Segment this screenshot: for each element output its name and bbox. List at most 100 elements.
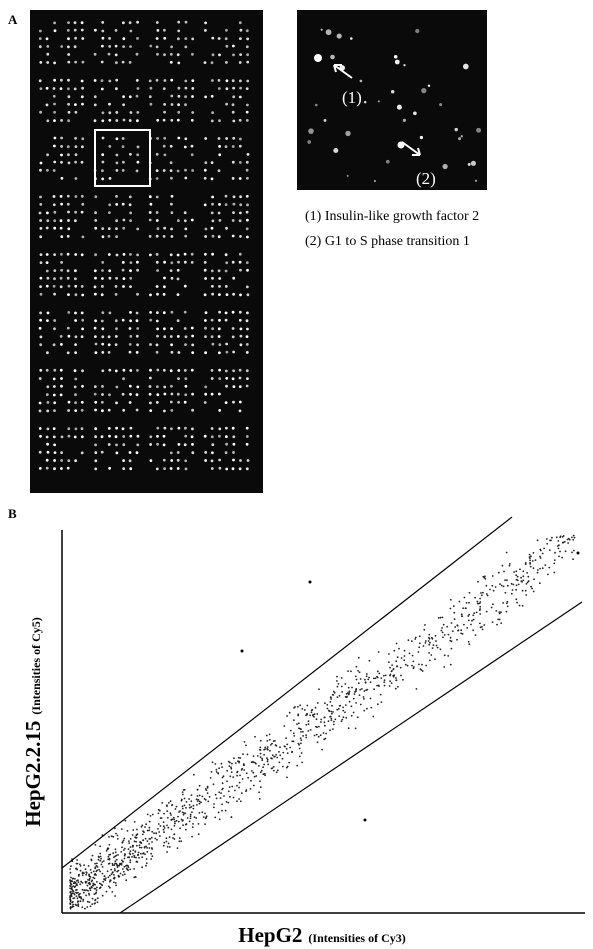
point xyxy=(215,768,218,771)
spot xyxy=(52,377,56,381)
spot xyxy=(191,111,195,114)
point xyxy=(336,675,338,678)
point xyxy=(254,735,256,738)
spot xyxy=(100,435,104,439)
spot xyxy=(238,252,242,256)
spot xyxy=(60,459,63,462)
point xyxy=(460,629,463,632)
point xyxy=(522,570,525,573)
spot xyxy=(115,203,119,206)
spot xyxy=(60,451,63,454)
spot xyxy=(108,466,111,470)
spot xyxy=(67,119,70,123)
spot xyxy=(107,427,111,430)
point xyxy=(79,869,82,872)
spot xyxy=(74,293,78,297)
point xyxy=(182,813,185,816)
point xyxy=(121,846,123,849)
point xyxy=(214,793,217,796)
point xyxy=(521,604,524,607)
point xyxy=(358,694,361,696)
point xyxy=(84,868,87,871)
spot xyxy=(38,79,42,83)
spot xyxy=(81,235,85,239)
point xyxy=(536,569,539,571)
spot xyxy=(129,369,133,372)
spot xyxy=(170,211,174,215)
point xyxy=(400,657,403,659)
point xyxy=(272,740,275,742)
spot xyxy=(122,21,125,25)
point xyxy=(307,730,310,732)
spot xyxy=(232,292,236,296)
spot xyxy=(239,268,242,272)
point xyxy=(289,746,291,749)
point xyxy=(145,862,148,865)
spot xyxy=(177,94,181,98)
point xyxy=(157,828,159,830)
point xyxy=(361,688,363,690)
spot xyxy=(101,342,105,346)
point xyxy=(127,856,129,859)
spot xyxy=(170,103,174,106)
point xyxy=(345,716,348,719)
point xyxy=(504,579,506,581)
panel-label: B xyxy=(8,506,17,521)
spot xyxy=(210,119,214,123)
point xyxy=(363,690,366,692)
spot xyxy=(128,95,132,99)
point xyxy=(299,704,302,707)
spot xyxy=(245,29,249,33)
point xyxy=(500,611,502,614)
spot xyxy=(190,368,194,372)
legend-item: (1) Insulin-like growth factor 2 xyxy=(305,209,479,224)
point xyxy=(169,812,172,815)
point xyxy=(272,769,275,772)
point xyxy=(137,851,140,854)
point xyxy=(515,574,518,577)
point xyxy=(222,775,225,778)
spot xyxy=(211,252,215,256)
point xyxy=(108,862,111,865)
spot xyxy=(94,195,98,199)
point xyxy=(109,853,112,856)
spot xyxy=(107,343,111,347)
point xyxy=(215,771,218,773)
spot xyxy=(74,253,78,256)
spot xyxy=(225,79,229,83)
point xyxy=(557,547,560,550)
spot xyxy=(467,162,471,166)
point xyxy=(121,874,124,876)
spot xyxy=(218,219,222,222)
point xyxy=(259,756,262,758)
point xyxy=(266,758,269,761)
spot xyxy=(100,400,104,404)
spot xyxy=(74,311,77,315)
point xyxy=(468,643,471,646)
point xyxy=(515,588,517,591)
point xyxy=(166,851,169,853)
point xyxy=(83,872,85,875)
spot xyxy=(93,269,97,273)
spot xyxy=(38,211,42,215)
spot xyxy=(101,409,104,413)
point xyxy=(133,876,136,879)
spot xyxy=(225,442,229,446)
spot xyxy=(210,435,214,439)
spot xyxy=(136,260,139,264)
spot xyxy=(184,393,188,397)
spot xyxy=(67,284,71,288)
spot xyxy=(115,153,119,157)
spot xyxy=(245,119,249,122)
spot xyxy=(60,268,63,272)
point xyxy=(496,623,498,626)
spot xyxy=(239,79,242,83)
point xyxy=(129,859,132,862)
spot xyxy=(177,37,180,41)
spot xyxy=(80,21,84,25)
point xyxy=(185,801,188,803)
point xyxy=(76,883,78,885)
spot xyxy=(107,234,111,238)
spot xyxy=(170,327,174,330)
point xyxy=(197,798,200,801)
